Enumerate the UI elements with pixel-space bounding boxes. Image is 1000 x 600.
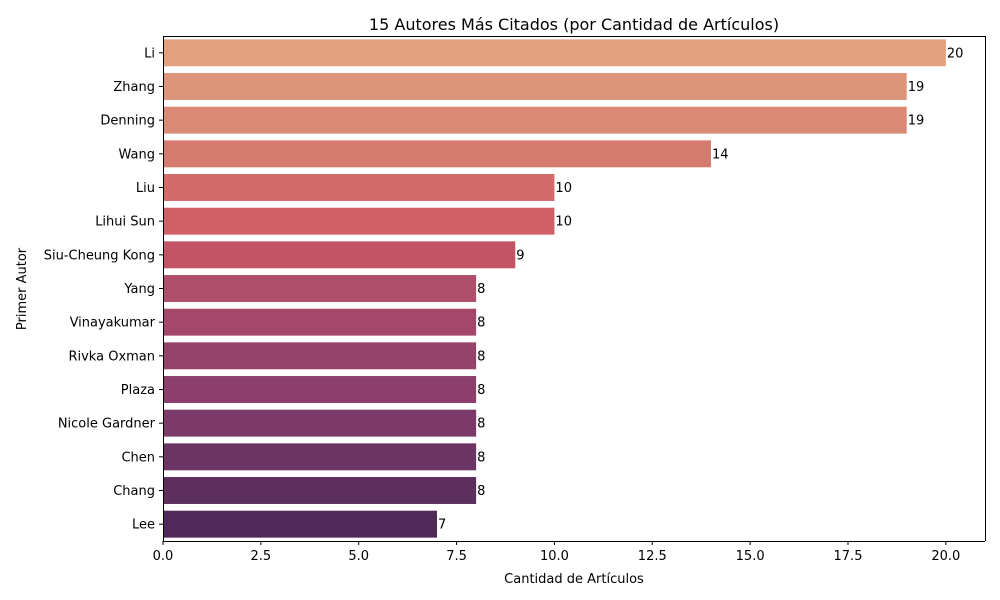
bar [163, 140, 711, 168]
bar [163, 376, 477, 403]
y-tick-label: Denning [100, 114, 155, 129]
y-tick-label: Nicole Gardner [58, 417, 156, 432]
x-tick-label: 7.5 [446, 549, 467, 564]
data-label: 10 [555, 215, 572, 230]
bar [163, 73, 907, 100]
data-label: 7 [438, 518, 446, 533]
data-label: 8 [477, 282, 485, 297]
data-label: 19 [908, 114, 925, 129]
y-axis-label: Primer Autor [15, 247, 30, 330]
bar [163, 342, 477, 370]
data-label: 19 [908, 80, 925, 95]
data-labels: 20 19 19 14 10 10 9 8 8 8 8 8 8 8 7 [438, 46, 963, 532]
chart-title: 15 Autores Más Citados (por Cantidad de … [369, 15, 779, 34]
x-tick-label: 5.0 [348, 549, 369, 564]
x-tick-label: 15.0 [736, 549, 765, 564]
bar [163, 174, 555, 201]
x-tick-label: 12.5 [638, 549, 667, 564]
bar [163, 275, 477, 302]
y-tick-label: Zhang [113, 80, 155, 95]
data-label: 8 [477, 349, 485, 364]
y-tick-label: Yang [123, 282, 155, 297]
data-label: 9 [516, 248, 524, 263]
data-label: 14 [712, 147, 729, 162]
y-tick-label: Li [144, 46, 155, 61]
y-tick-label: Liu [136, 181, 155, 196]
x-axis-label: Cantidad de Artículos [504, 572, 644, 587]
bar [163, 409, 477, 437]
y-tick-label: Vinayakumar [70, 316, 156, 331]
bar [163, 106, 907, 134]
data-label: 8 [477, 383, 485, 398]
data-label: 8 [477, 450, 485, 465]
x-tick-label: 20.0 [931, 549, 960, 564]
data-label: 8 [477, 484, 485, 499]
data-label: 10 [555, 181, 572, 196]
data-label: 8 [477, 417, 485, 432]
bar [163, 207, 555, 235]
y-tick-label: Chang [113, 484, 155, 499]
data-label: 8 [477, 316, 485, 331]
y-tick-labels: Li Zhang Denning Wang Liu Lihui Sun Siu-Cheung… [44, 46, 163, 533]
x-tick-label: 2.5 [251, 549, 272, 564]
x-ticks: 0.0 2.5 5.0 7.5 10.0 12.5 15.0 17.5 20.0 [153, 541, 960, 564]
bar [163, 443, 477, 471]
y-tick-label: Lihui Sun [95, 215, 155, 230]
plot-frame [163, 36, 986, 542]
bar [163, 308, 477, 336]
y-tick-label: Chen [121, 450, 155, 465]
y-tick-label: Siu-Cheung Kong [44, 248, 155, 263]
bars-group [163, 39, 946, 538]
y-tick-label: Rivka Oxman [68, 349, 155, 364]
y-tick-label: Wang [119, 147, 155, 162]
y-tick-label: Plaza [121, 383, 155, 398]
x-tick-label: 10.0 [540, 549, 569, 564]
bar [163, 39, 946, 67]
x-tick-label: 17.5 [834, 549, 863, 564]
bar [163, 477, 477, 504]
y-tick-label: Lee [132, 518, 155, 533]
x-tick-label: 0.0 [153, 549, 174, 564]
bar [163, 241, 516, 269]
bar [163, 510, 437, 538]
data-label: 20 [947, 46, 964, 61]
